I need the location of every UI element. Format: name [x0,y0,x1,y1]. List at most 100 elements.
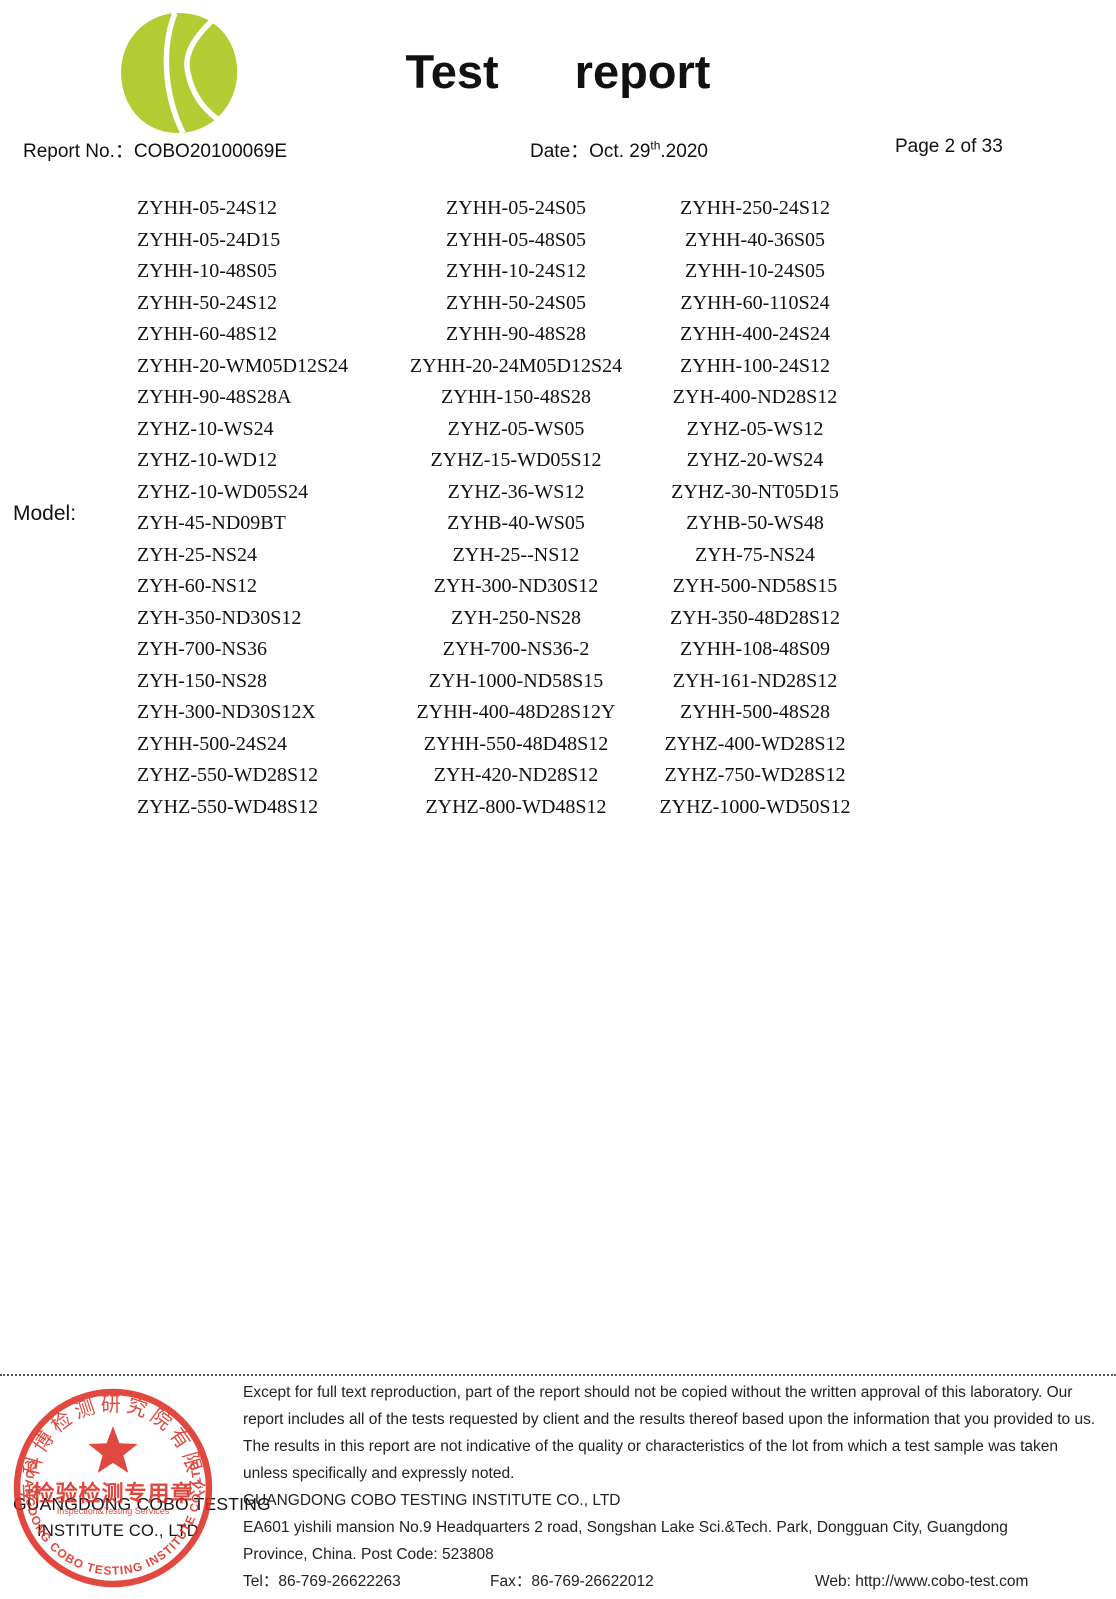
model-cell: ZYHH-150-48S28 [441,386,591,409]
model-cell: ZYH-1000-ND58S15 [428,669,604,692]
fax-label: Fax： [490,1573,532,1590]
model-cell: ZYHH-10-24S05 [685,260,825,283]
model-cell: ZYH-500-ND58S15 [672,575,838,598]
model-cell: ZYH-400-ND28S12 [672,386,838,409]
model-row: ZYHZ-10-WD12 ZYHZ-15-WD05S12 ZYHZ-20-WS24 [110,445,887,477]
model-row: ZYHZ-10-WS24 ZYHZ-05-WS05 ZYHZ-05-WS12 [110,414,887,446]
model-cell: ZYHH-05-24D15 [137,228,281,251]
model-row: ZYHH-10-48S05 ZYHH-10-24S12 ZYHH-10-24S05 [110,256,887,288]
title-word-1: Test [405,45,499,98]
model-cell: ZYHH-90-48S28A [137,386,292,409]
model-cell: ZYHH-10-24S12 [446,260,586,283]
page-number: Page 2 of 33 [895,136,1003,157]
model-cell: ZYH-25--NS12 [452,543,580,566]
model-cell: ZYHH-10-48S05 [137,260,277,283]
model-row: ZYHZ-10-WD05S24 ZYHZ-36-WS12 ZYHZ-30-NT05D… [110,477,887,509]
contact-row: Tel：86-769-26622263 Fax：86-769-26622012 … [243,1568,1103,1595]
model-cell: ZYHH-60-48S12 [137,323,277,346]
model-row: ZYH-300-ND30S12X ZYHH-400-48D28S12Y ZYHH-5… [110,697,887,729]
company-address-line1: EA601 yishili mansion No.9 Headquarters … [243,1519,1008,1536]
model-cell: ZYHZ-800-WD48S12 [425,795,607,818]
model-row: ZYHH-90-48S28A ZYHH-150-48S28 ZYH-400-ND28… [110,382,887,414]
disclaimer-line: Except for full text reproduction, part … [243,1384,1073,1401]
model-cell: ZYH-150-NS28 [137,669,267,692]
stamp-seal-icon: 广东科博检测研究院有限公司 检验检测专用章 Inspection&Testing… [8,1384,213,1588]
model-cell: ZYH-300-ND30S12 [433,575,599,598]
model-cell: ZYHZ-750-WD28S12 [664,764,846,787]
company-logo-icon [121,12,238,134]
model-row: ZYHH-500-24S24 ZYHH-550-48D48S12 ZYHZ-400-… [110,729,887,761]
model-cell: ZYH-350-48D28S12 [670,606,840,629]
model-row: ZYHH-05-24D15 ZYHH-05-48S05 ZYHH-40-36S05 [110,225,887,257]
report-date: Date：Oct. 29th.2020 [530,136,708,163]
date-label: Date： [530,141,590,162]
model-cell: ZYH-350-ND30S12 [137,606,302,629]
model-cell: ZYHH-108-48S09 [680,638,830,661]
model-cell: ZYHH-500-48S28 [680,701,830,724]
model-row: ZYH-45-ND09BT ZYHB-40-WS05 ZYHB-50-WS48 [110,508,887,540]
model-cell: ZYHZ-05-WS12 [686,417,824,440]
model-table: ZYHH-05-24S12 ZYHH-05-24S05 ZYHH-250-24S12… [110,193,887,823]
model-cell: ZYHH-50-24S05 [446,291,586,314]
model-row: ZYH-700-NS36 ZYH-700-NS36-2 ZYHH-108-48S09 [110,634,887,666]
stamp-star-icon [88,1426,138,1473]
model-cell: ZYHZ-400-WD28S12 [664,732,846,755]
model-cell: ZYHZ-10-WS24 [137,417,274,440]
model-label: Model: [13,502,77,525]
model-cell: ZYHB-50-WS48 [686,512,824,535]
model-row: ZYHH-20-WM05D12S24 ZYHH-20-24M05D12S24 ZYH… [110,351,887,383]
model-cell: ZYH-420-ND28S12 [433,764,599,787]
model-cell: ZYH-300-ND30S12X [137,701,316,724]
company-stamp: GUANGDONG COBO TESTING INSTITUTE CO., LT… [8,1384,271,1594]
footer-divider [0,1374,1116,1376]
title-word-2: report [574,45,711,98]
company-name: GUANGDONG COBO TESTING INSTITUTE CO., LT… [243,1492,621,1509]
model-cell: ZYHH-60-110S24 [680,291,830,314]
tel-label: Tel： [243,1573,279,1590]
date-value-prefix: Oct. 29 [589,141,651,162]
model-cell: ZYHH-20-24M05D12S24 [409,354,623,377]
model-table-body: ZYHH-05-24S12 ZYHH-05-24S05 ZYHH-250-24S12… [110,193,887,823]
page-title: Test report [0,44,1116,99]
model-cell: ZYH-45-ND09BT [137,512,286,535]
model-cell: ZYHH-90-48S28 [446,323,586,346]
model-row: ZYH-150-NS28 ZYH-1000-ND58S15 ZYH-161-ND28… [110,666,887,698]
report-number-value: COBO20100069E [133,141,288,162]
model-cell: ZYHH-400-24S24 [680,323,830,346]
fax: Fax：86-769-26622012 [490,1568,654,1595]
model-cell: ZYHZ-36-WS12 [447,480,585,503]
disclaimer-line: The results in this report are not indic… [243,1438,1058,1455]
model-cell: ZYH-25-NS24 [137,543,257,566]
date-superscript: th [650,138,661,153]
report-number: Report No.：COBO20100069E [23,136,287,163]
model-cell: ZYH-75-NS24 [695,543,815,566]
model-cell: ZYH-700-NS36 [137,638,267,661]
model-row: ZYHH-05-24S12 ZYHH-05-24S05 ZYHH-250-24S12 [110,193,887,225]
model-row: ZYH-350-ND30S12 ZYH-250-NS28 ZYH-350-48D28… [110,603,887,635]
model-cell: ZYHH-500-24S24 [137,732,287,755]
model-cell: ZYHH-400-48D28S12Y [416,701,616,724]
model-row: ZYHZ-550-WD28S12 ZYH-420-ND28S12 ZYHZ-750-… [110,760,887,792]
report-info-row: Report No.：COBO20100069E Date：Oct. 29th.… [0,136,1116,166]
model-row: ZYH-25-NS24 ZYH-25--NS12 ZYH-75-NS24 [110,540,887,572]
model-cell: ZYHH-550-48D48S12 [423,732,609,755]
footer-text-block: Except for full text reproduction, part … [243,1379,1103,1595]
web-value: http://www.cobo-test.com [855,1573,1029,1590]
disclaimer-line: unless specifically and expressly noted. [243,1465,515,1482]
web-label: Web: [815,1573,856,1590]
model-cell: ZYH-700-NS36-2 [442,638,590,661]
model-cell: ZYH-250-NS28 [451,606,581,629]
model-cell: ZYHH-20-WM05D12S24 [137,354,349,377]
model-cell: ZYHH-250-24S12 [680,197,830,220]
model-cell: ZYHZ-15-WD05S12 [430,449,602,472]
model-cell: ZYHZ-550-WD28S12 [137,764,319,787]
model-cell: ZYH-60-NS12 [137,575,257,598]
model-row: ZYHH-60-48S12 ZYHH-90-48S28 ZYHH-400-24S24 [110,319,887,351]
model-cell: ZYHZ-10-WD12 [137,449,277,472]
model-cell: ZYHZ-05-WS05 [447,417,585,440]
telephone: Tel：86-769-26622263 [243,1568,401,1595]
stamp-chinese-center: 检验检测专用章 [32,1481,193,1507]
disclaimer-line: report includes all of the tests request… [243,1411,1096,1428]
model-cell: ZYHH-40-36S05 [685,228,825,251]
